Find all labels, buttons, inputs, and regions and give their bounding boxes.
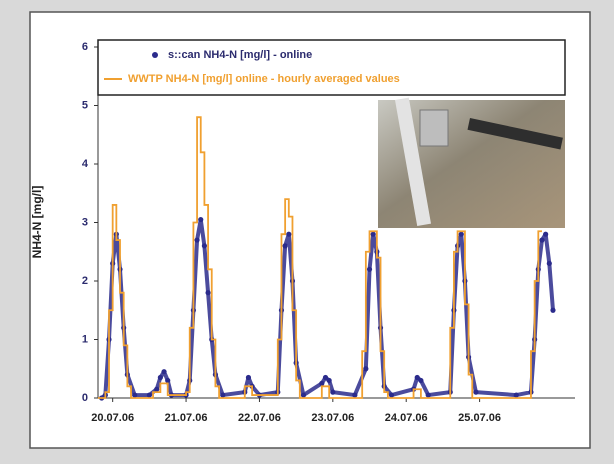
photo-detail <box>394 97 432 227</box>
data-point <box>418 377 424 384</box>
legend-swatch <box>152 52 158 58</box>
data-point <box>414 374 420 381</box>
y-tick-label: 0 <box>82 392 88 404</box>
data-point <box>513 392 519 398</box>
data-point <box>352 392 358 398</box>
data-point <box>319 380 325 386</box>
photo-detail <box>419 109 449 147</box>
y-tick-label: 4 <box>82 158 89 170</box>
legend-label: s::can NH4-N [mg/l] - online <box>168 49 312 61</box>
data-point <box>161 369 167 375</box>
plot-area: 0 1 2 3 4 5 6 20.07.06 21.07.06 22.07.06 23.07.06 2… <box>82 41 575 424</box>
data-point <box>282 243 288 249</box>
data-point <box>198 216 204 223</box>
data-point <box>543 231 549 237</box>
data-point <box>366 266 373 272</box>
x-tick-label: 20.07.06 <box>91 412 134 424</box>
data-point <box>330 389 336 395</box>
data-point <box>157 374 163 381</box>
data-point <box>220 392 226 398</box>
data-point <box>201 243 208 249</box>
data-point <box>425 392 431 398</box>
data-point <box>146 392 152 398</box>
legend-box <box>97 39 566 96</box>
data-point <box>473 389 479 395</box>
data-point <box>286 231 292 237</box>
x-tick-label: 23.07.06 <box>311 412 354 424</box>
data-point <box>326 377 332 384</box>
data-point <box>322 374 329 381</box>
data-point <box>550 307 556 313</box>
y-axis-label: NH4-N [mg/l] <box>30 186 44 259</box>
data-point <box>370 231 376 237</box>
data-point <box>300 392 307 398</box>
y-tick-label: 5 <box>82 99 88 111</box>
x-tick-label: 22.07.06 <box>238 412 281 424</box>
data-point <box>539 237 545 243</box>
photo-detail <box>467 117 563 150</box>
data-point <box>154 386 160 392</box>
y-tick-label: 3 <box>82 216 88 228</box>
y-tick-label: 1 <box>82 333 88 345</box>
y-tick-label: 2 <box>82 275 88 287</box>
data-point <box>194 237 200 243</box>
photo <box>378 97 565 228</box>
data-point <box>363 366 369 372</box>
x-tick-label: 24.07.06 <box>385 412 428 424</box>
step-line <box>98 116 542 399</box>
data-point <box>458 231 464 237</box>
y-tick-label: 6 <box>82 41 88 53</box>
legend-label: WWTP NH4-N [mg/l] online - hourly averag… <box>128 73 400 85</box>
data-point <box>546 260 552 267</box>
x-tick-label: 21.07.06 <box>165 412 208 424</box>
data-point <box>165 377 171 384</box>
x-tick-label: 25.07.06 <box>458 412 501 424</box>
data-point <box>205 290 211 296</box>
data-point <box>245 374 252 381</box>
data-point <box>132 392 138 398</box>
data-point <box>388 392 395 398</box>
